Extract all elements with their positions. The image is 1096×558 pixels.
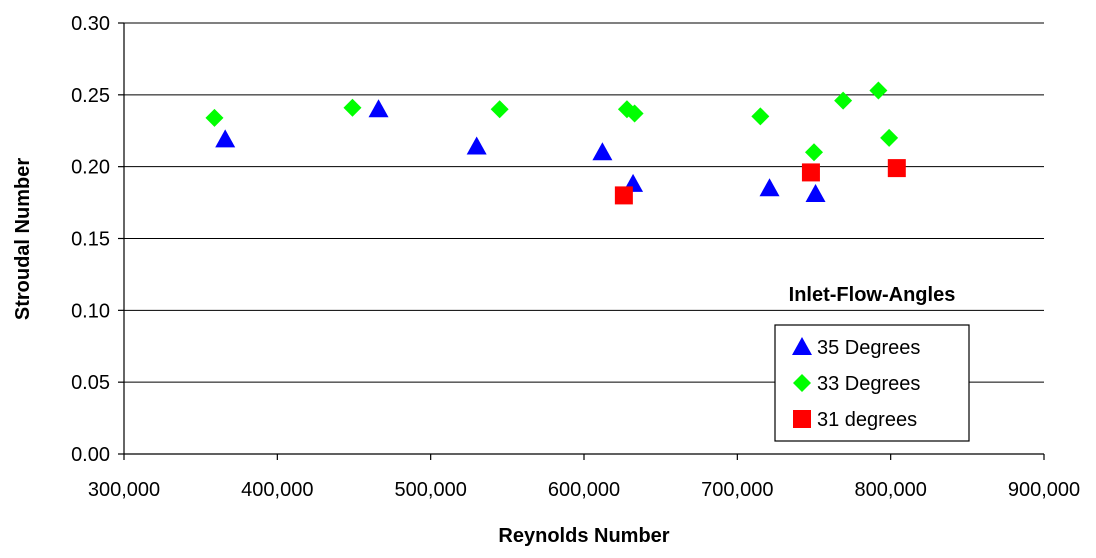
x-tick-label: 900,000 — [1008, 479, 1080, 501]
x-tick-label: 400,000 — [241, 479, 313, 501]
x-tick-label: 800,000 — [855, 479, 927, 501]
legend-marker-square — [793, 410, 811, 428]
y-tick-label: 0.30 — [71, 13, 110, 35]
data-point-diamond — [751, 107, 770, 126]
axis-ticks: 0.00 0.05 0.10 0.15 0.20 0.25 0.30 300,000 400,0… — [71, 13, 1080, 501]
data-points — [205, 81, 906, 205]
data-point-diamond — [205, 108, 224, 127]
data-point-diamond — [625, 104, 644, 123]
x-tick-label: 500,000 — [395, 479, 467, 501]
legend-label-31: 31 degrees — [817, 409, 917, 431]
data-point-triangle — [592, 142, 613, 161]
legend: 35 Degrees 33 Degrees 31 degrees — [774, 324, 970, 442]
legend-marker-diamond — [793, 374, 811, 392]
data-point-triangle — [759, 178, 780, 197]
data-point-diamond — [834, 91, 853, 110]
data-point-triangle — [368, 99, 389, 118]
data-point-diamond — [880, 128, 899, 147]
x-tick-label: 600,000 — [548, 479, 620, 501]
y-tick-label: 0.15 — [71, 229, 110, 251]
data-point-triangle — [215, 129, 236, 148]
data-point-triangle — [466, 136, 487, 155]
data-point-triangle — [805, 183, 826, 202]
y-tick-label: 0.25 — [71, 85, 110, 107]
data-point-diamond — [869, 81, 888, 100]
y-tick-label: 0.00 — [71, 444, 110, 466]
legend-title: Inlet-Flow-Angles — [789, 284, 956, 306]
data-point-square — [801, 163, 820, 182]
x-tick-label: 300,000 — [88, 479, 160, 501]
legend-markers — [792, 337, 812, 428]
data-point-square — [614, 186, 633, 205]
legend-marker-triangle — [792, 337, 812, 355]
y-axis-title: Stroudal Number — [12, 158, 34, 320]
y-tick-label: 0.05 — [71, 372, 110, 394]
data-point-diamond — [805, 143, 823, 162]
legend-label-35: 35 Degrees — [817, 337, 920, 359]
data-point-diamond — [490, 100, 509, 119]
y-tick-label: 0.20 — [71, 157, 110, 179]
legend-label-33: 33 Degrees — [817, 373, 920, 395]
y-tick-label: 0.10 — [71, 300, 110, 322]
data-point-square — [887, 159, 906, 178]
x-axis-title: Reynolds Number — [498, 525, 669, 547]
x-tick-label: 700,000 — [701, 479, 773, 501]
data-point-diamond — [343, 98, 362, 117]
